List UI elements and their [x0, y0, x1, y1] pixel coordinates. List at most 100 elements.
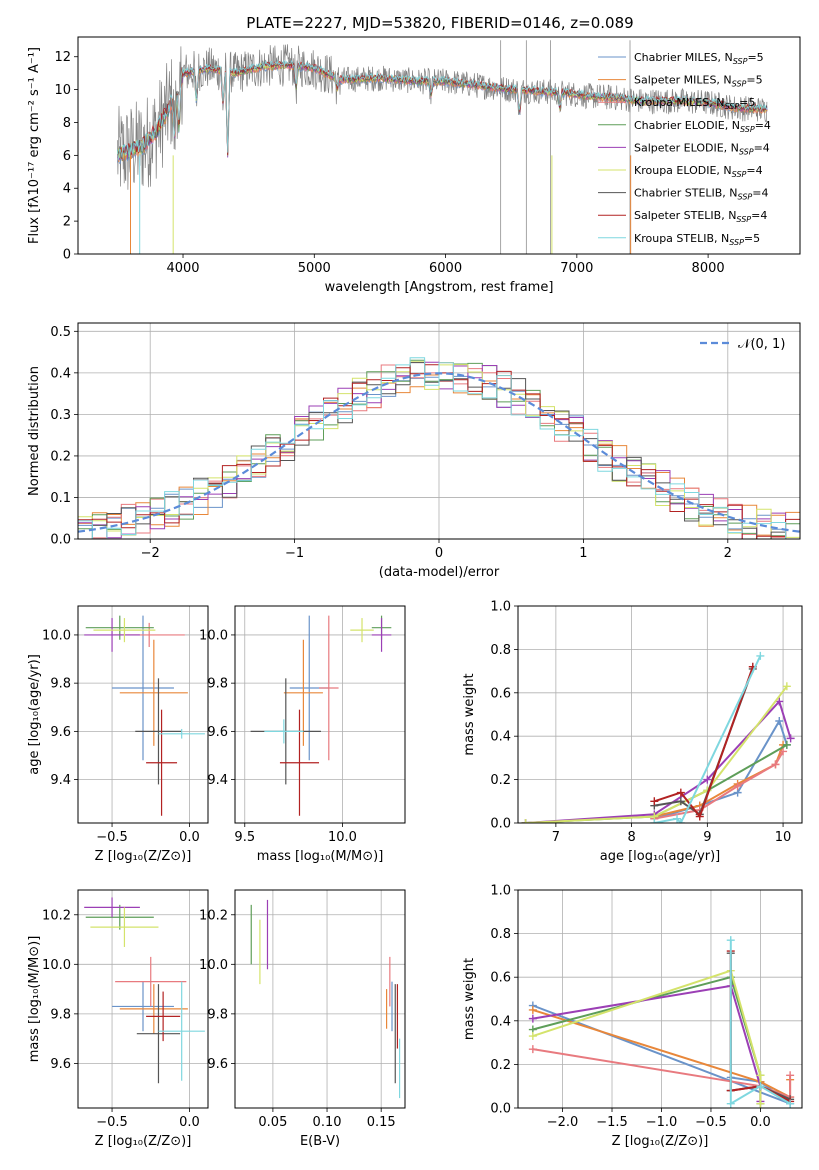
x-tick-label: 7000 — [560, 261, 593, 276]
x-tick-label: 5000 — [298, 261, 331, 276]
weight-marker — [775, 697, 784, 706]
panel-age_vs_mass: 9.5 10.0 9.4 9.6 9.8 10.0 mass [log₁₀(M/M⊙)] — [199, 605, 406, 864]
x-tick-label: −0.5 — [96, 830, 128, 845]
weight-marker — [786, 734, 795, 743]
y-axis-label: Normed distribution — [27, 366, 42, 496]
y-tick-label: 0.5 — [50, 325, 71, 340]
model-spectrum — [117, 59, 768, 161]
y-tick-label: 0 — [63, 248, 71, 263]
plot-area-residuals — [78, 357, 800, 539]
weight-line — [532, 984, 762, 1102]
legend-entry: Salpeter MILES, NSSP=5 — [634, 74, 763, 89]
x-tick-label: 0.0 — [179, 830, 200, 845]
plot-area-mass_vs_ebv — [250, 899, 401, 1099]
y-tick-label: 9.8 — [50, 677, 71, 692]
weight-line — [525, 685, 788, 823]
y-tick-label: 1.0 — [490, 600, 511, 615]
weight-marker — [726, 1099, 735, 1108]
x-tick-label: 0.0 — [179, 1115, 200, 1130]
x-tick-label: −0.5 — [695, 1115, 727, 1130]
panel-weight_vs_Z: −2.0 −1.5 −1.0 −0.5 0.0 0.0 0.2 0.4 0.6 0.8 1.0 Z [… — [462, 884, 803, 1149]
x-axis-label: wavelength [Angstrom, rest frame] — [325, 280, 554, 295]
y-tick-label: 9.8 — [207, 677, 228, 692]
y-tick-label: 4 — [63, 182, 71, 197]
y-tick-label: 0.6 — [490, 971, 511, 986]
y-tick-label: 0.4 — [50, 366, 71, 381]
plot-area-mass_vs_Z — [84, 897, 205, 1084]
axes-frame — [234, 889, 406, 1109]
x-tick-label: 4000 — [166, 261, 199, 276]
legend: 𝒩(0, 1) — [700, 337, 785, 352]
axes-frame — [77, 36, 801, 255]
x-tick-label: 9 — [703, 830, 711, 845]
panel-spectrum: 4000 5000 6000 7000 8000 0 2 4 6 8 10 12 wavelength … — [27, 36, 801, 295]
axes-frame — [77, 889, 209, 1109]
weight-marker — [650, 797, 659, 806]
axes-frame — [517, 889, 803, 1109]
x-axis-label: Z [log₁₀(Z/Z⊙)] — [612, 1134, 709, 1149]
weight-marker — [703, 775, 712, 784]
y-tick-label: 10.0 — [199, 958, 228, 973]
x-tick-label: −1.0 — [646, 1115, 678, 1130]
y-tick-label: 0.6 — [490, 686, 511, 701]
x-tick-label: −1 — [285, 546, 304, 561]
x-tick-label: 0.0 — [750, 1115, 771, 1130]
y-tick-label: 6 — [63, 149, 71, 164]
x-tick-label: 10.0 — [328, 830, 357, 845]
y-tick-label: 8 — [63, 116, 71, 131]
legend-entry: Kroupa MILES, NSSP=5 — [634, 96, 755, 111]
weight-marker — [756, 1099, 765, 1108]
x-tick-label: 2 — [724, 546, 732, 561]
y-tick-label: 0.0 — [490, 817, 511, 832]
weight-marker — [528, 1014, 537, 1023]
weight-marker — [676, 797, 685, 806]
y-axis-label: mass weight — [462, 673, 477, 755]
x-axis-label: mass [log₁₀(M/M⊙)] — [257, 849, 384, 864]
x-tick-label: 6000 — [429, 261, 462, 276]
y-tick-label: 9.6 — [50, 1057, 71, 1072]
legend-entry: Salpeter STELIB, NSSP=4 — [634, 209, 767, 224]
y-tick-label: 0.1 — [50, 491, 71, 506]
weight-line — [729, 940, 791, 1106]
y-tick-label: 9.6 — [50, 725, 71, 740]
weight-marker — [779, 747, 788, 756]
x-tick-label: 0 — [435, 546, 443, 561]
weight-marker — [756, 1082, 765, 1091]
y-tick-label: 0.4 — [490, 1014, 511, 1029]
panel-mass_vs_ebv: 0.05 0.10 0.15 9.6 9.8 10.0 10.2 E(B-V) — [199, 889, 406, 1149]
legend-entry: Chabrier MILES, NSSP=5 — [634, 51, 764, 66]
weight-line — [525, 744, 788, 823]
legend-entry: Salpeter ELODIE, NSSP=4 — [634, 141, 770, 156]
weight-line — [654, 744, 785, 818]
weight-marker — [528, 1005, 537, 1014]
weight-marker — [528, 1045, 537, 1054]
x-axis-label: age [log₁₀(age/yr)] — [600, 849, 721, 864]
x-axis-label: E(B-V) — [300, 1134, 340, 1149]
y-tick-label: 0.2 — [50, 449, 71, 464]
y-tick-label: 0.4 — [490, 730, 511, 745]
panel-mass_vs_Z: −0.5 0.0 9.6 9.8 10.0 10.2 Z [log₁₀(Z/Z⊙)] mass… — [27, 889, 209, 1149]
x-tick-label: 7 — [552, 830, 560, 845]
y-tick-label: 9.4 — [50, 773, 71, 788]
axes-frame — [77, 322, 801, 540]
axes-frame — [77, 605, 209, 824]
y-tick-label: 10.0 — [42, 958, 71, 973]
panel-residuals: −2 −1 0 1 2 0.0 0.1 0.2 0.3 0.4 0.5 (data-model)/er… — [27, 322, 801, 580]
y-tick-label: 9.8 — [50, 1007, 71, 1022]
legend-entry: Kroupa ELODIE, NSSP=4 — [634, 164, 763, 179]
legend-entry: 𝒩(0, 1) — [738, 337, 785, 352]
y-tick-label: 0.2 — [490, 773, 511, 788]
y-axis-label: Flux [fλ10⁻¹⁷ erg cm⁻² s⁻¹ A⁻¹] — [27, 47, 42, 244]
weight-line — [654, 655, 762, 823]
weight-marker — [726, 936, 735, 945]
y-tick-label: 0.0 — [490, 1102, 511, 1117]
weight-marker — [771, 760, 780, 769]
y-axis-label: mass [log₁₀(M/M⊙)] — [27, 936, 42, 1063]
weight-marker — [775, 717, 784, 726]
y-tick-label: 1.0 — [490, 884, 511, 899]
figure-title: PLATE=2227, MJD=53820, FIBERID=0146, z=0… — [246, 14, 633, 32]
plot-area-weight_vs_Z — [528, 936, 795, 1108]
y-tick-label: 10 — [54, 83, 71, 98]
y-tick-label: 0.2 — [490, 1058, 511, 1073]
x-tick-label: −2.0 — [547, 1115, 579, 1130]
